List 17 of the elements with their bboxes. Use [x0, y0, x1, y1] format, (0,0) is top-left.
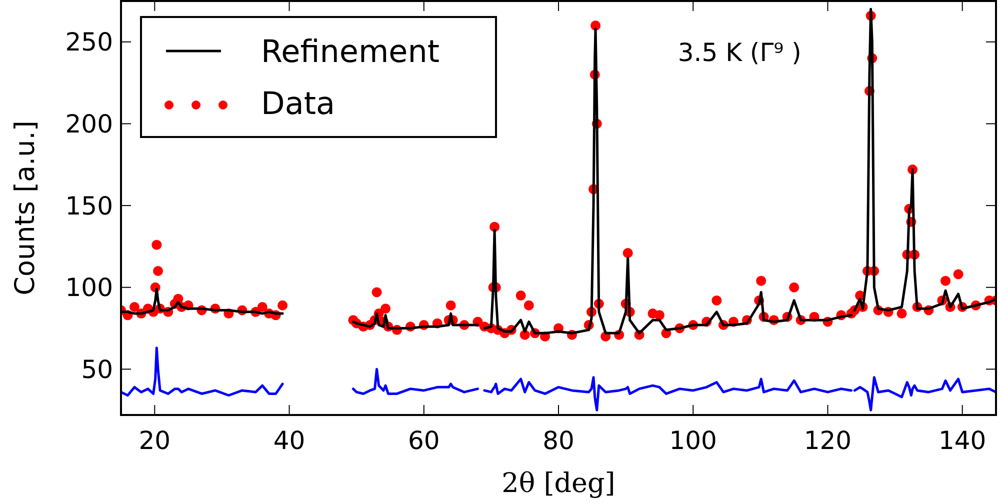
legend-label: Data: [261, 86, 336, 122]
y-axis-title: Counts [a.u.]: [10, 120, 41, 296]
annotation: 3.5 K (Γ⁹ ): [678, 38, 802, 67]
legend-label: Refinement: [261, 34, 440, 70]
x-tick-label: 20: [138, 426, 171, 455]
x-tick-label: 140: [938, 426, 986, 455]
x-axis-title: 2θ [deg]: [502, 468, 616, 499]
x-tick-label: 40: [273, 426, 306, 455]
y-tick-label: 100: [65, 273, 113, 302]
x-tick-label: 80: [542, 426, 574, 455]
y-tick-label: 250: [65, 28, 113, 57]
x-tick-label: 120: [804, 426, 852, 455]
y-tick-label: 50: [81, 354, 113, 384]
y-tick-label: 150: [65, 191, 113, 220]
x-tick-label: 100: [669, 426, 717, 455]
y-tick-label: 200: [65, 109, 113, 138]
x-tick-label: 60: [408, 426, 440, 455]
